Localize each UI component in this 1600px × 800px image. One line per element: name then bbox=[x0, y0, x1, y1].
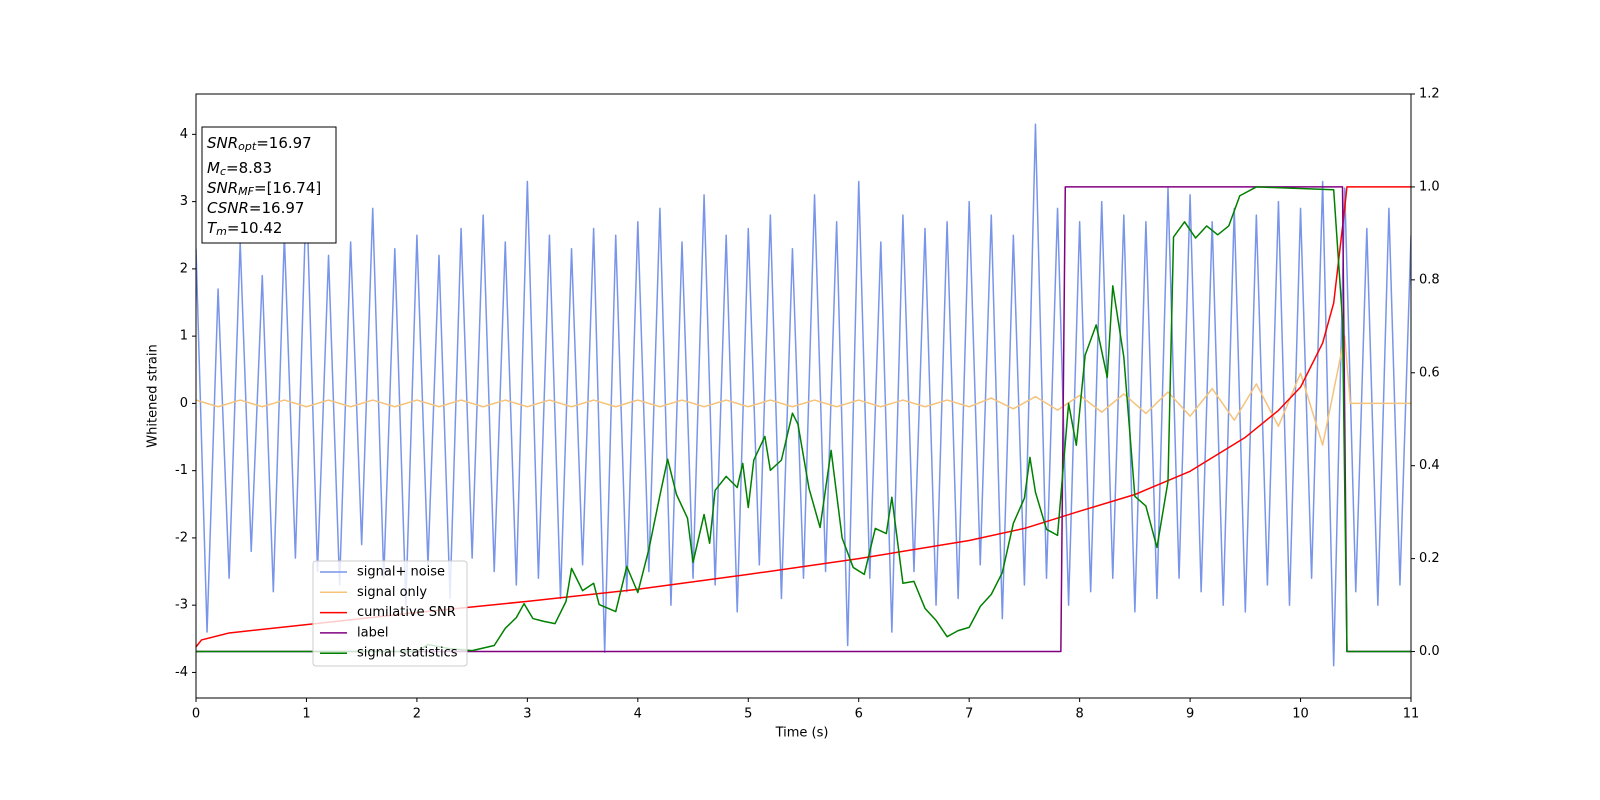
y-tick-label: -4 bbox=[175, 665, 188, 680]
symbol: SNR bbox=[207, 134, 238, 152]
y-tick-label: 0 bbox=[180, 396, 188, 411]
x-tick-label: 2 bbox=[413, 707, 421, 722]
y2-tick-label: 0.8 bbox=[1419, 272, 1440, 287]
legend-label: signal+ noise bbox=[357, 565, 445, 580]
x-tick-label: 8 bbox=[1075, 707, 1083, 722]
subscript: opt bbox=[238, 140, 257, 153]
text-box-line: Mc=8.83 bbox=[207, 159, 272, 179]
y2-tick-label: 0.4 bbox=[1419, 458, 1440, 473]
series-line bbox=[196, 186, 1411, 653]
text-box-frame bbox=[201, 126, 337, 244]
value: =[16.74] bbox=[254, 179, 321, 197]
x-tick-label: 0 bbox=[192, 707, 200, 722]
legend: signal+ noise signal only cumilative SNR la… bbox=[312, 560, 468, 667]
y2-tick-label: 1.0 bbox=[1419, 179, 1440, 194]
text-box-line: SNRopt=16.97 bbox=[207, 134, 312, 154]
text-box-line: Tm=10.42 bbox=[207, 219, 282, 239]
legend-label: label bbox=[357, 625, 388, 640]
text-box-line: CSNR=16.97 bbox=[207, 199, 304, 217]
text-box: SNRopt=16.97Mc=8.83SNRMF=[16.74]CSNR=16.… bbox=[201, 126, 337, 244]
x-tick-label: 1 bbox=[302, 707, 310, 722]
x-tick-label: 7 bbox=[965, 707, 973, 722]
y-tick-label: 1 bbox=[180, 329, 188, 344]
value: =8.83 bbox=[226, 159, 272, 177]
legend-label: signal statistics bbox=[357, 646, 458, 661]
y2-tick-label: 1.2 bbox=[1419, 87, 1440, 102]
y-tick-label: -1 bbox=[175, 463, 188, 478]
x-tick-label: 4 bbox=[634, 707, 642, 722]
y-tick-label: 3 bbox=[180, 194, 188, 209]
y2-tick-label: 0.0 bbox=[1419, 644, 1440, 659]
series-line bbox=[196, 335, 1411, 446]
x-tick-label: 5 bbox=[744, 707, 752, 722]
x-tick-label: 11 bbox=[1403, 707, 1420, 722]
ticks: 0 1 2 3 4 5 6 7 8 9 10 11 -4 -3 -2 -1 0 1 2 3 4 0.0 0.2 0.4 0.6 0… bbox=[175, 87, 1440, 722]
y2-tick-label: 0.2 bbox=[1419, 551, 1440, 566]
y-tick-label: 2 bbox=[180, 261, 188, 276]
legend-label: signal only bbox=[357, 585, 427, 600]
x-tick-label: 3 bbox=[523, 707, 531, 722]
legend-label: cumilative SNR bbox=[357, 605, 456, 620]
y-axis-label: Whitened strain bbox=[146, 344, 161, 447]
symbol: CSNR bbox=[207, 199, 249, 217]
x-tick-label: 6 bbox=[855, 707, 863, 722]
legend-frame bbox=[312, 560, 468, 667]
y2-tick-label: 0.6 bbox=[1419, 365, 1440, 380]
y-tick-label: 4 bbox=[180, 127, 188, 142]
subscript: MF bbox=[238, 185, 254, 198]
symbol: M bbox=[207, 159, 220, 177]
subscript: c bbox=[220, 165, 226, 178]
y-tick-label: -2 bbox=[175, 530, 188, 545]
text-box-line: SNRMF=[16.74] bbox=[207, 179, 321, 199]
series-line bbox=[196, 123, 1411, 667]
symbol: T bbox=[207, 219, 218, 237]
subscript: m bbox=[216, 225, 227, 238]
x-axis-label: Time (s) bbox=[775, 726, 829, 741]
value: =10.42 bbox=[227, 219, 283, 237]
value: =16.97 bbox=[256, 134, 312, 152]
axes-frame bbox=[195, 93, 1412, 699]
symbol: SNR bbox=[207, 179, 238, 197]
value: =16.97 bbox=[249, 199, 305, 217]
x-tick-label: 9 bbox=[1186, 707, 1194, 722]
y-tick-label: -3 bbox=[175, 598, 188, 613]
x-tick-label: 10 bbox=[1292, 707, 1309, 722]
